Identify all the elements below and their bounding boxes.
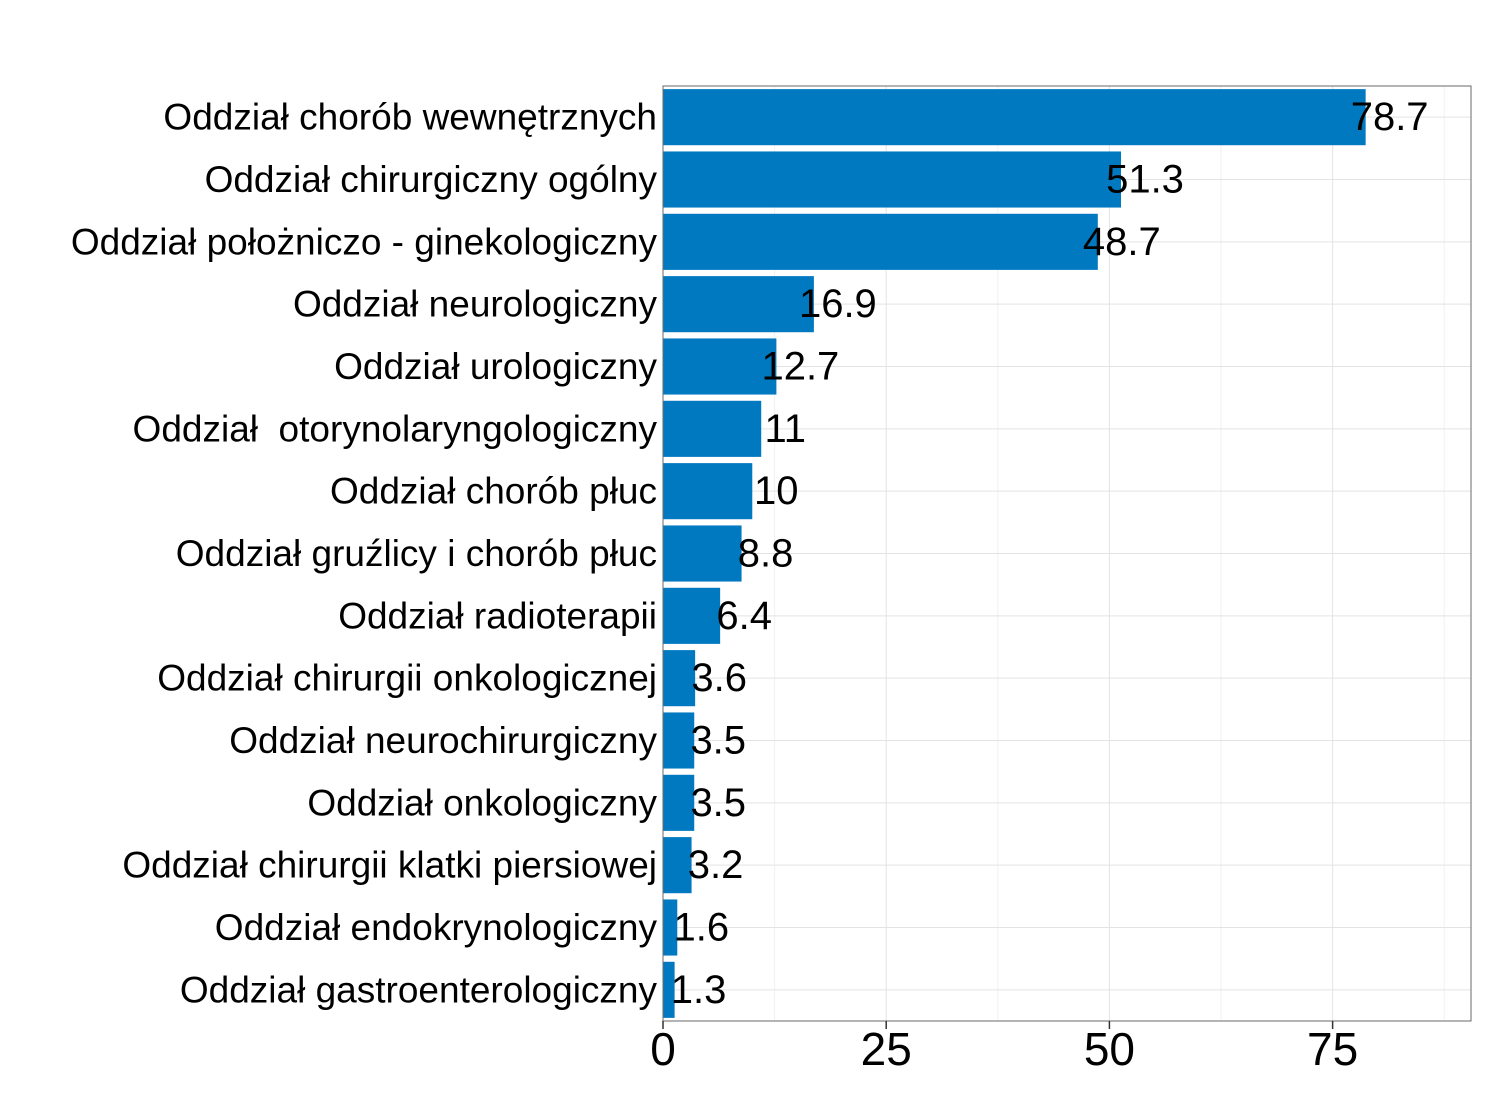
category-label: Oddział onkologiczny [307, 782, 657, 823]
bar [663, 587, 721, 644]
data-label: 1.3 [671, 968, 727, 1012]
bar [663, 774, 695, 831]
bar [663, 837, 692, 894]
category-label: Oddział neurologiczny [293, 284, 658, 325]
x-tick-label: 50 [1084, 1023, 1135, 1075]
bar [663, 961, 675, 1018]
category-label: Oddział gastroenterologiczny [180, 969, 658, 1010]
data-label: 3.5 [690, 781, 746, 825]
data-label: 10 [754, 469, 799, 513]
data-label: 6.4 [716, 594, 772, 638]
x-tick-label: 75 [1307, 1023, 1358, 1075]
bar [663, 712, 695, 769]
bar [663, 338, 777, 395]
category-label: Oddział chirurgii klatki piersiowej [122, 845, 657, 886]
category-label: Oddział neurochirurgiczny [229, 720, 657, 761]
category-label: Oddział endokrynologiczny [215, 907, 658, 948]
x-tick-label: 0 [650, 1023, 676, 1075]
category-label: Oddział urologiczny [334, 346, 657, 387]
data-label: 3.2 [688, 843, 744, 887]
data-label: 8.8 [738, 532, 794, 576]
data-label: 12.7 [761, 345, 839, 389]
bars [663, 89, 1366, 1018]
category-label: Oddział chirurgii onkologicznej [157, 658, 657, 699]
data-label: 78.7 [1351, 95, 1429, 139]
data-label: 3.6 [691, 656, 747, 700]
data-label: 3.5 [690, 719, 746, 763]
plot-panel-border [662, 85, 1472, 1022]
category-label: Oddział położniczo - ginekologiczny [71, 221, 658, 262]
category-labels: Oddział chorób wewnętrznych Oddział chiru… [71, 97, 658, 1011]
category-label: Oddział chorób płuc [330, 471, 657, 512]
data-label: 51.3 [1106, 158, 1184, 202]
bar [663, 213, 1098, 270]
category-label: Oddział gruźlicy i chorób płuc [176, 533, 657, 574]
category-label: Oddział otorynolaryngologiczny [133, 408, 658, 449]
bar [663, 276, 814, 333]
bar [663, 899, 678, 956]
x-tick-label: 25 [861, 1023, 912, 1075]
bar [663, 89, 1366, 146]
data-label: 16.9 [799, 282, 877, 326]
category-label: Oddział chirurgiczny ogólny [205, 159, 658, 200]
category-label: Oddział radioterapii [338, 595, 657, 636]
bar [663, 525, 742, 582]
data-label: 1.6 [673, 906, 729, 950]
category-label: Oddział chorób wewnętrznych [163, 97, 657, 138]
bar [663, 400, 762, 457]
x-axis-ticks: 0 25 50 75 [650, 1021, 1358, 1075]
bar [663, 463, 753, 520]
data-label: 11 [764, 407, 806, 451]
value-labels: 78.7 51.3 48.7 16.9 12.7 11 10 8.8 6.4 3.6 3.5 3.5 3… [671, 95, 1429, 1012]
bar [663, 650, 696, 707]
data-label: 48.7 [1083, 220, 1161, 264]
bar [663, 151, 1122, 208]
